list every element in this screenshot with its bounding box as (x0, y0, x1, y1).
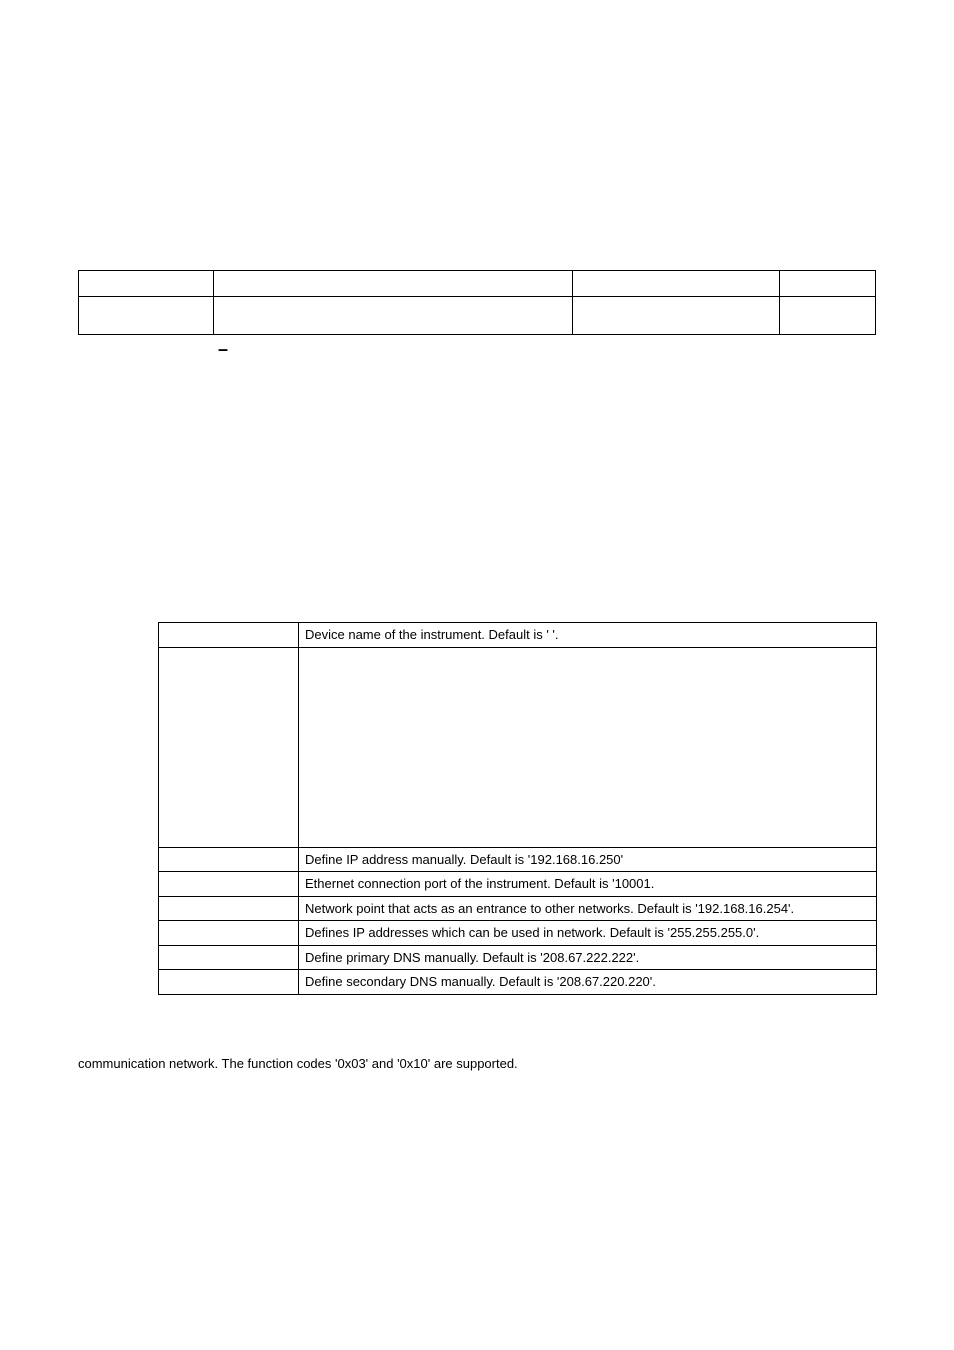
table-row (79, 297, 876, 335)
header-table-cell (79, 297, 214, 335)
header-table-cell (573, 297, 780, 335)
def-term (159, 896, 299, 921)
table-row: Ethernet connection port of the instrume… (159, 872, 877, 897)
header-table-cell (79, 271, 214, 297)
def-desc: Defines IP addresses which can be used i… (299, 921, 877, 946)
def-term (159, 921, 299, 946)
table-row: Device name of the instrument. Default i… (159, 623, 877, 648)
table-row: Define IP address manually. Default is '… (159, 847, 877, 872)
page: – Device name of the instrument. Default… (0, 0, 954, 1350)
table-row: Define primary DNS manually. Default is … (159, 945, 877, 970)
table-row: Defines IP addresses which can be used i… (159, 921, 877, 946)
table-row: Network point that acts as an entrance t… (159, 896, 877, 921)
header-table-cell (780, 271, 876, 297)
def-desc: Network point that acts as an entrance t… (299, 896, 877, 921)
def-desc: Ethernet connection port of the instrume… (299, 872, 877, 897)
def-desc: Define secondary DNS manually. Default i… (299, 970, 877, 995)
def-desc: Define primary DNS manually. Default is … (299, 945, 877, 970)
header-table-cell (573, 271, 780, 297)
body-paragraph: communication network. The function code… (78, 1055, 876, 1073)
table-row (159, 647, 877, 847)
def-term (159, 872, 299, 897)
header-table-cell (214, 271, 573, 297)
def-term (159, 970, 299, 995)
def-term (159, 623, 299, 648)
def-term (159, 945, 299, 970)
def-term (159, 847, 299, 872)
definitions-table: Device name of the instrument. Default i… (158, 622, 877, 995)
def-desc: Define IP address manually. Default is '… (299, 847, 877, 872)
spacer (78, 995, 876, 1055)
header-table-cell (214, 297, 573, 335)
header-table-cell (780, 297, 876, 335)
table-row (79, 271, 876, 297)
table-row: Define secondary DNS manually. Default i… (159, 970, 877, 995)
header-table (78, 270, 876, 335)
dash-mark: – (218, 339, 876, 360)
def-desc (299, 647, 877, 847)
def-desc: Device name of the instrument. Default i… (299, 623, 877, 648)
spacer (78, 360, 876, 622)
def-term (159, 647, 299, 847)
